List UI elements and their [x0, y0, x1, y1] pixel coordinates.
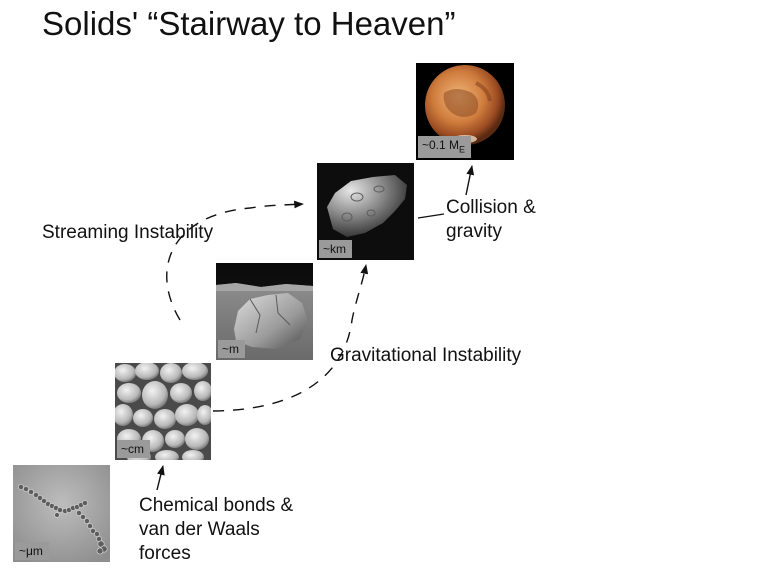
streaming-instability-label: Streaming Instability [42, 222, 214, 243]
gravitational-instability-label: Gravitational Instability [330, 345, 522, 366]
arrow-gravitational-instability [212, 264, 369, 412]
scale-label-earth-mass-sub: E [459, 144, 466, 154]
scale-label-km: ~km [319, 240, 353, 258]
scale-label-m: ~m [218, 340, 246, 358]
collision-gravity-line-1: Collision & [446, 197, 536, 218]
scale-label-earth-mass: ~0.1 ME [418, 135, 472, 158]
chemical-bonds-line-2: van der Waals [139, 519, 260, 540]
boulder-image: ~m [216, 263, 313, 360]
pebbles-image: ~cm [115, 363, 211, 460]
dust-aggregate-image: ~μm [13, 465, 110, 562]
chemical-bonds-label: Chemical bonds & van der Waals forces [139, 494, 293, 566]
mars-image: ~0.1 ME [416, 63, 514, 160]
collision-gravity-label: Collision & gravity [446, 196, 536, 244]
arrow-km-to-planet [465, 165, 475, 196]
scale-label-cm: ~cm [117, 440, 151, 458]
asteroid-image: ~km [317, 163, 414, 260]
chemical-bonds-line-3: forces [139, 543, 191, 564]
chemical-bonds-line-1: Chemical bonds & [139, 495, 294, 516]
arrow-um-to-cm [156, 465, 165, 491]
slide-title: Solids' “Stairway to Heaven” [42, 5, 456, 42]
scale-label-um: ~μm [15, 542, 49, 560]
collision-gravity-line-2: gravity [446, 221, 502, 242]
collision-connector [417, 213, 445, 219]
arrow-streaming-instability [166, 200, 304, 321]
scale-label-earth-mass-main: ~0.1 M [422, 137, 460, 152]
